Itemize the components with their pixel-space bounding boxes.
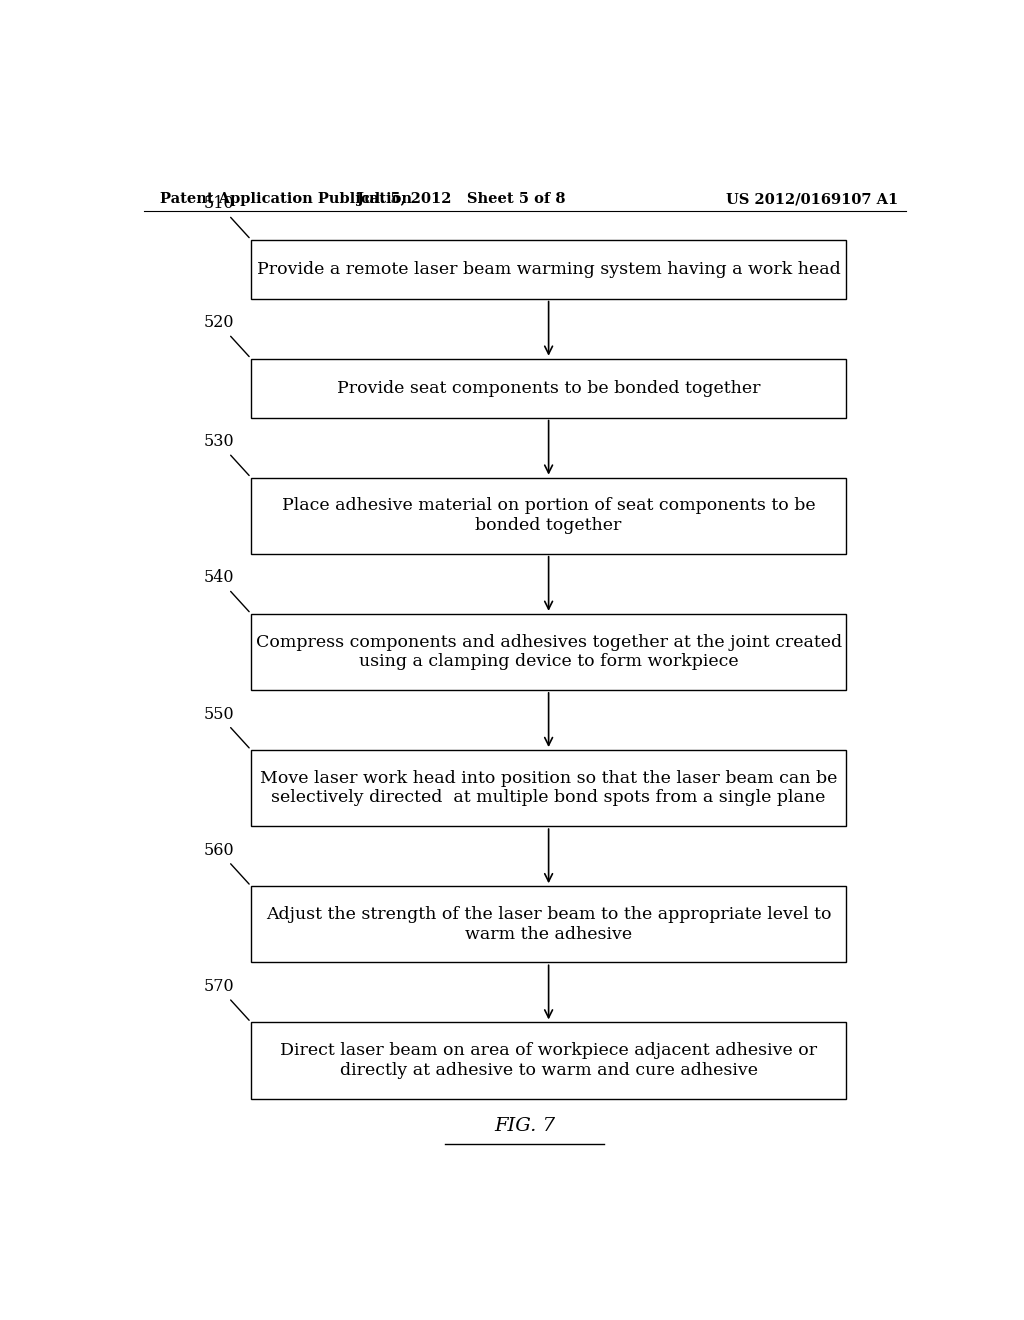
Bar [251,1023,846,1098]
Bar [251,614,846,690]
Text: Move laser work head into position so that the laser beam can be
selectively dir: Move laser work head into position so th… [260,770,838,807]
Text: Jul. 5, 2012   Sheet 5 of 8: Jul. 5, 2012 Sheet 5 of 8 [357,191,565,206]
Text: Direct laser beam on area of workpiece adjacent adhesive or
directly at adhesive: Direct laser beam on area of workpiece a… [280,1043,817,1078]
Bar [251,359,846,417]
Text: Adjust the strength of the laser beam to the appropriate level to
warm the adhes: Adjust the strength of the laser beam to… [266,906,831,942]
Text: Place adhesive material on portion of seat components to be
bonded together: Place adhesive material on portion of se… [282,498,815,535]
Text: 550: 550 [204,705,234,722]
Text: Compress components and adhesives together at the joint created
using a clamping: Compress components and adhesives togeth… [256,634,842,671]
Text: US 2012/0169107 A1: US 2012/0169107 A1 [726,191,898,206]
Bar [251,750,846,826]
Text: 540: 540 [204,569,233,586]
Bar [251,886,846,962]
Text: 530: 530 [204,433,234,450]
Text: Patent Application Publication: Patent Application Publication [160,191,412,206]
Text: 520: 520 [204,314,233,331]
Text: 570: 570 [204,978,234,995]
Text: Provide seat components to be bonded together: Provide seat components to be bonded tog… [337,380,761,396]
Bar [251,478,846,554]
Bar [251,240,846,298]
Text: 560: 560 [204,842,234,859]
Text: FIG. 7: FIG. 7 [495,1117,555,1135]
Text: Provide a remote laser beam warming system having a work head: Provide a remote laser beam warming syst… [257,260,841,277]
Text: 510: 510 [204,195,234,213]
